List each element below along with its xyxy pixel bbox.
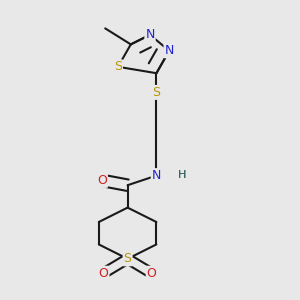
Text: N: N: [152, 169, 161, 182]
Text: H: H: [178, 169, 186, 180]
Text: N: N: [145, 28, 155, 41]
Text: H: H: [178, 169, 186, 180]
Text: S: S: [114, 60, 122, 73]
Text: O: O: [97, 174, 107, 187]
Text: S: S: [124, 252, 132, 265]
Text: O: O: [99, 267, 109, 280]
Text: O: O: [147, 267, 157, 280]
Text: S: S: [152, 86, 160, 99]
Text: N: N: [164, 44, 174, 57]
